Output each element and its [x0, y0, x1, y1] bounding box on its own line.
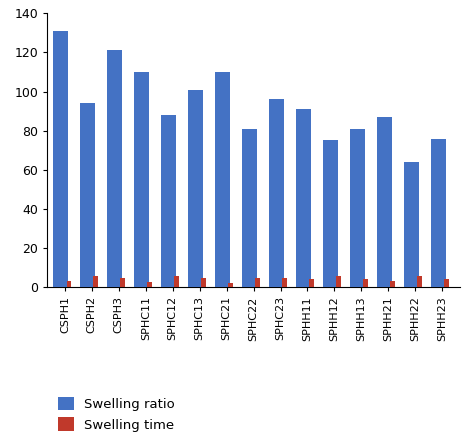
Bar	[404, 162, 419, 287]
Bar	[350, 129, 365, 287]
Bar	[93, 275, 98, 287]
Bar	[108, 50, 122, 287]
Bar	[444, 279, 449, 287]
Bar	[134, 72, 149, 287]
Bar	[363, 279, 368, 287]
Bar	[228, 283, 233, 287]
Bar	[66, 282, 72, 287]
Bar	[417, 275, 422, 287]
Bar	[431, 138, 446, 287]
Bar	[282, 278, 287, 287]
Bar	[296, 109, 311, 287]
Bar	[201, 278, 206, 287]
Bar	[269, 99, 284, 287]
Bar	[242, 129, 257, 287]
Bar	[255, 278, 260, 287]
Bar	[377, 117, 392, 287]
Bar	[215, 72, 230, 287]
Bar	[390, 282, 395, 287]
Bar	[120, 278, 125, 287]
Bar	[336, 275, 341, 287]
Bar	[323, 141, 338, 287]
Bar	[309, 279, 314, 287]
Bar	[54, 31, 68, 287]
Legend: Swelling ratio, Swelling time: Swelling ratio, Swelling time	[54, 392, 179, 435]
Bar	[81, 103, 95, 287]
Bar	[161, 115, 176, 287]
Bar	[188, 90, 203, 287]
Bar	[147, 282, 152, 287]
Bar	[174, 275, 179, 287]
